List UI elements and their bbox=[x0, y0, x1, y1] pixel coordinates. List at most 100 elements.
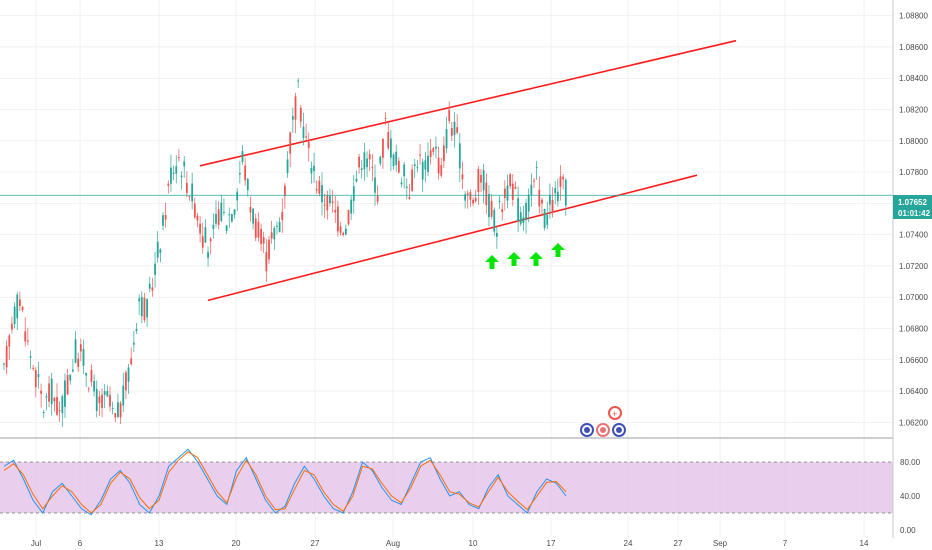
candle-body bbox=[546, 214, 549, 225]
candle-body bbox=[249, 207, 252, 213]
candle-body bbox=[19, 299, 21, 307]
candle-body bbox=[199, 223, 201, 234]
candle-body bbox=[72, 369, 74, 372]
candle-body bbox=[482, 170, 485, 191]
candle-body bbox=[24, 331, 27, 342]
candle-body bbox=[318, 180, 321, 194]
candle-body bbox=[347, 209, 350, 225]
candle-body bbox=[549, 195, 551, 205]
candle-body bbox=[432, 148, 435, 152]
candle-body bbox=[294, 96, 297, 120]
candle-body bbox=[443, 145, 445, 162]
candle-body bbox=[201, 236, 204, 248]
candle-body bbox=[511, 183, 514, 200]
candle-body bbox=[374, 177, 376, 193]
stochastic-axis[interactable]: 80.00 40.00 0.00 bbox=[900, 458, 921, 535]
candle-body bbox=[480, 175, 482, 183]
candle-body bbox=[408, 197, 411, 200]
candle-body bbox=[29, 356, 32, 358]
candle-body bbox=[225, 225, 228, 232]
price-tick-label: 1.06200 bbox=[899, 418, 928, 427]
candle-body bbox=[411, 169, 413, 191]
candle-body bbox=[268, 239, 270, 260]
event-plus-icon[interactable] bbox=[608, 406, 622, 420]
candle-body bbox=[458, 143, 461, 169]
stoch-band bbox=[0, 462, 893, 513]
time-tick-label: Aug bbox=[386, 539, 400, 548]
candle-body bbox=[106, 391, 109, 397]
candle-body bbox=[472, 199, 474, 204]
candle-body bbox=[525, 202, 527, 221]
candle-body bbox=[469, 192, 472, 200]
candle-body bbox=[151, 287, 154, 291]
candle-body bbox=[355, 178, 358, 182]
candle-body bbox=[551, 200, 554, 213]
candle-body bbox=[8, 335, 11, 347]
time-tick-label: 7 bbox=[783, 539, 788, 548]
candle-body bbox=[456, 127, 459, 133]
candle-body bbox=[215, 213, 217, 224]
candle-body bbox=[419, 154, 421, 156]
channel bbox=[199, 39, 737, 302]
candle-body bbox=[403, 164, 406, 177]
candle-body bbox=[337, 206, 339, 232]
candle-body bbox=[554, 188, 557, 194]
candle-body bbox=[517, 198, 519, 222]
candle-body bbox=[53, 397, 56, 402]
candle-body bbox=[125, 372, 127, 391]
candle-body bbox=[286, 159, 289, 173]
candle-body bbox=[379, 156, 382, 164]
candle-body bbox=[334, 209, 337, 213]
candle-body bbox=[413, 164, 416, 167]
candle-body bbox=[350, 199, 353, 214]
candle-body bbox=[66, 374, 69, 395]
candle-body bbox=[138, 298, 141, 302]
candle-body bbox=[162, 215, 164, 226]
up-arrow-icon bbox=[485, 255, 499, 269]
candle-body bbox=[530, 184, 533, 195]
stochastic-pane bbox=[0, 448, 893, 516]
candle-body bbox=[310, 167, 313, 174]
plus-glyph-icon: + bbox=[612, 409, 617, 419]
candle-body bbox=[21, 306, 24, 310]
candle-body bbox=[559, 176, 562, 187]
channel-upper-line[interactable] bbox=[199, 39, 737, 167]
candle-body bbox=[281, 212, 284, 220]
candle-body bbox=[339, 226, 342, 233]
candle-body bbox=[90, 369, 93, 382]
candle-body bbox=[397, 160, 400, 173]
candle-body bbox=[485, 182, 488, 206]
candle-body bbox=[74, 339, 77, 363]
candle-body bbox=[496, 232, 498, 237]
candle-body bbox=[233, 209, 236, 215]
event-badges[interactable]: + bbox=[580, 406, 626, 437]
candle-body bbox=[445, 129, 448, 149]
candle-body bbox=[522, 217, 525, 223]
candle-body bbox=[85, 372, 88, 376]
candle-body bbox=[363, 152, 366, 170]
time-axis[interactable]: Jul 6 13 20 27 Aug 10 17 24 27 Sep 7 14 bbox=[31, 539, 869, 548]
candle-body bbox=[538, 189, 541, 207]
candle-body bbox=[265, 252, 268, 272]
channel-lower-line[interactable] bbox=[207, 174, 698, 302]
candle-body bbox=[535, 166, 538, 168]
candle-body bbox=[270, 232, 273, 239]
candle-body bbox=[64, 380, 66, 407]
candle-body bbox=[289, 132, 292, 154]
candle-body bbox=[5, 345, 8, 368]
candle-body bbox=[474, 197, 477, 202]
candle-body bbox=[159, 249, 162, 253]
candle-body bbox=[11, 323, 13, 330]
price-axis[interactable]: 1.08800 1.08600 1.08400 1.08200 1.08000 1.078… bbox=[899, 12, 928, 428]
candle-body bbox=[241, 151, 244, 162]
price-tick-label: 1.08800 bbox=[899, 12, 928, 21]
candle-body bbox=[98, 396, 101, 404]
candle-body bbox=[111, 407, 114, 409]
candle-body bbox=[114, 412, 117, 418]
candle-body bbox=[146, 299, 148, 318]
candle-body bbox=[127, 367, 130, 382]
candle-body bbox=[48, 383, 50, 402]
candle-body bbox=[421, 161, 424, 180]
candle-body bbox=[326, 194, 329, 211]
